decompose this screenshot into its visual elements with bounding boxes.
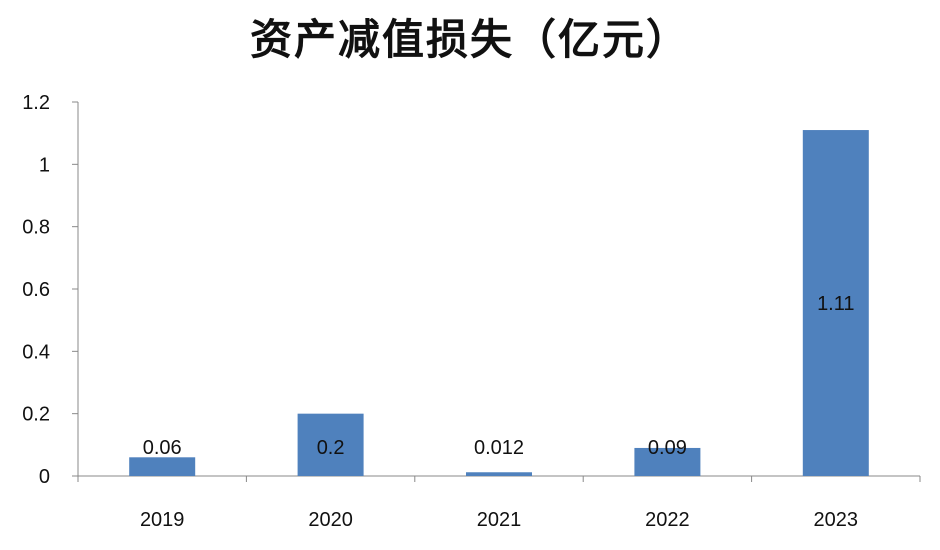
bar-2023 <box>802 130 869 477</box>
x-tick-label: 2019 <box>140 509 185 531</box>
bar-2021 <box>466 472 532 476</box>
y-tick-label: 0.2 <box>22 404 50 426</box>
data-label: 0.06 <box>143 437 182 459</box>
y-axis: 0 0.2 0.4 0.6 0.8 1 1.2 <box>22 92 79 488</box>
y-tick-label: 0.8 <box>22 217 50 239</box>
data-labels: 0.06 0.2 0.012 0.09 1.11 <box>143 293 855 459</box>
bar-2020 <box>297 413 364 476</box>
x-tick-label: 2021 <box>477 509 522 531</box>
bar-2019 <box>129 457 196 476</box>
data-label: 0.012 <box>474 437 524 459</box>
x-tick-label: 2022 <box>645 509 690 531</box>
data-label: 1.11 <box>817 293 854 315</box>
data-label: 0.2 <box>317 437 345 459</box>
y-tick-label: 1.2 <box>22 92 50 114</box>
x-tick-label: 2023 <box>814 509 859 531</box>
y-tick-label: 1 <box>39 154 50 176</box>
data-label: 0.09 <box>648 437 687 459</box>
y-tick-label: 0.6 <box>22 279 50 301</box>
y-tick-label: 0 <box>39 466 50 488</box>
bar-2022 <box>634 447 701 476</box>
y-tick-label: 0.4 <box>22 341 50 363</box>
x-axis: 2019 2020 2021 2022 2023 <box>77 475 921 531</box>
bars <box>129 130 869 477</box>
x-tick-label: 2020 <box>308 509 353 531</box>
chart-title: 资产减值损失（亿元） <box>249 15 690 64</box>
